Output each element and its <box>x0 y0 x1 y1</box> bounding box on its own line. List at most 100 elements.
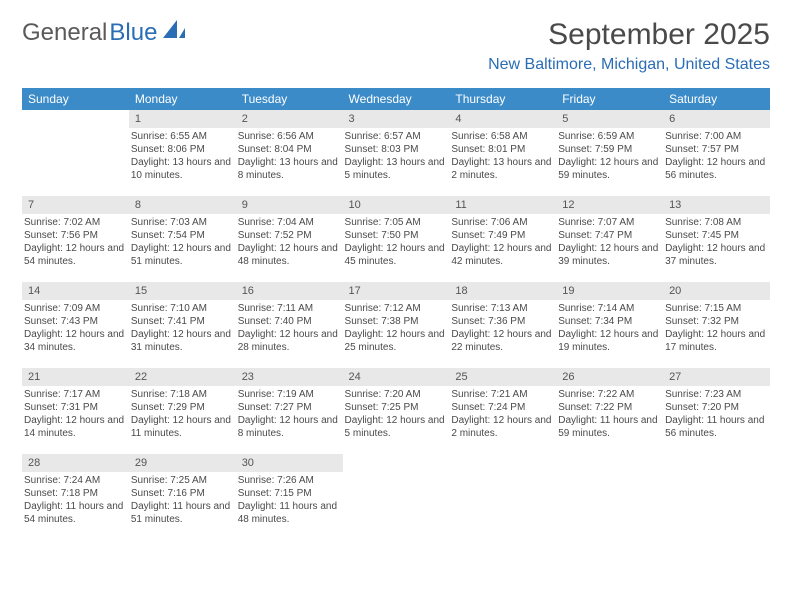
sunrise-line: Sunrise: 7:22 AM <box>558 388 659 401</box>
day-number: 29 <box>129 454 236 472</box>
sunrise-line: Sunrise: 7:17 AM <box>24 388 125 401</box>
sunset-line: Sunset: 7:32 PM <box>665 315 766 328</box>
calendar-day-cell: 30Sunrise: 7:26 AMSunset: 7:15 PMDayligh… <box>236 454 343 540</box>
sunset-line: Sunset: 8:04 PM <box>238 143 339 156</box>
sunset-line: Sunset: 7:20 PM <box>665 401 766 414</box>
calendar-week-row: 1Sunrise: 6:55 AMSunset: 8:06 PMDaylight… <box>22 110 770 196</box>
sunset-line: Sunset: 7:52 PM <box>238 229 339 242</box>
location-subtitle: New Baltimore, Michigan, United States <box>488 56 770 74</box>
day-body: Sunrise: 7:19 AMSunset: 7:27 PMDaylight:… <box>236 386 343 442</box>
day-number: 24 <box>343 368 450 386</box>
title-block: September 2025 New Baltimore, Michigan, … <box>488 18 770 74</box>
calendar-day-cell: 20Sunrise: 7:15 AMSunset: 7:32 PMDayligh… <box>663 282 770 368</box>
sunrise-line: Sunrise: 7:10 AM <box>131 302 232 315</box>
day-number: 12 <box>556 196 663 214</box>
sunset-line: Sunset: 7:34 PM <box>558 315 659 328</box>
sunset-line: Sunset: 7:36 PM <box>451 315 552 328</box>
logo: GeneralBlue <box>22 18 187 47</box>
day-body: Sunrise: 6:56 AMSunset: 8:04 PMDaylight:… <box>236 128 343 184</box>
day-body: Sunrise: 7:06 AMSunset: 7:49 PMDaylight:… <box>449 214 556 270</box>
sunrise-line: Sunrise: 7:05 AM <box>345 216 446 229</box>
day-number: 22 <box>129 368 236 386</box>
sunrise-line: Sunrise: 7:09 AM <box>24 302 125 315</box>
day-number-empty <box>22 110 129 128</box>
sunset-line: Sunset: 7:49 PM <box>451 229 552 242</box>
daylight-line: Daylight: 13 hours and 10 minutes. <box>131 156 232 182</box>
day-body: Sunrise: 7:25 AMSunset: 7:16 PMDaylight:… <box>129 472 236 528</box>
sunset-line: Sunset: 7:18 PM <box>24 487 125 500</box>
sunrise-line: Sunrise: 7:20 AM <box>345 388 446 401</box>
day-number: 19 <box>556 282 663 300</box>
calendar-day-cell: 14Sunrise: 7:09 AMSunset: 7:43 PMDayligh… <box>22 282 129 368</box>
sunset-line: Sunset: 7:54 PM <box>131 229 232 242</box>
day-body: Sunrise: 7:07 AMSunset: 7:47 PMDaylight:… <box>556 214 663 270</box>
sunset-line: Sunset: 7:56 PM <box>24 229 125 242</box>
sunset-line: Sunset: 7:45 PM <box>665 229 766 242</box>
day-body: Sunrise: 7:14 AMSunset: 7:34 PMDaylight:… <box>556 300 663 356</box>
day-number-empty <box>663 454 770 472</box>
day-number: 1 <box>129 110 236 128</box>
daylight-line: Daylight: 12 hours and 54 minutes. <box>24 242 125 268</box>
calendar-day-cell: 23Sunrise: 7:19 AMSunset: 7:27 PMDayligh… <box>236 368 343 454</box>
day-number-empty <box>343 454 450 472</box>
sunset-line: Sunset: 7:25 PM <box>345 401 446 414</box>
calendar-day-cell: 13Sunrise: 7:08 AMSunset: 7:45 PMDayligh… <box>663 196 770 282</box>
sunrise-line: Sunrise: 6:58 AM <box>451 130 552 143</box>
sunset-line: Sunset: 7:38 PM <box>345 315 446 328</box>
sunset-line: Sunset: 7:24 PM <box>451 401 552 414</box>
logo-text-blue: Blue <box>109 19 157 47</box>
sunrise-line: Sunrise: 7:07 AM <box>558 216 659 229</box>
daylight-line: Daylight: 12 hours and 48 minutes. <box>238 242 339 268</box>
day-body: Sunrise: 7:13 AMSunset: 7:36 PMDaylight:… <box>449 300 556 356</box>
day-number: 21 <box>22 368 129 386</box>
day-body: Sunrise: 7:20 AMSunset: 7:25 PMDaylight:… <box>343 386 450 442</box>
calendar-day-cell: 25Sunrise: 7:21 AMSunset: 7:24 PMDayligh… <box>449 368 556 454</box>
sunset-line: Sunset: 7:16 PM <box>131 487 232 500</box>
calendar-body: 1Sunrise: 6:55 AMSunset: 8:06 PMDaylight… <box>22 110 770 540</box>
calendar-week-row: 7Sunrise: 7:02 AMSunset: 7:56 PMDaylight… <box>22 196 770 282</box>
day-number: 20 <box>663 282 770 300</box>
day-number: 13 <box>663 196 770 214</box>
daylight-line: Daylight: 12 hours and 42 minutes. <box>451 242 552 268</box>
calendar-day-cell: 7Sunrise: 7:02 AMSunset: 7:56 PMDaylight… <box>22 196 129 282</box>
daylight-line: Daylight: 12 hours and 14 minutes. <box>24 414 125 440</box>
calendar-day-cell: 1Sunrise: 6:55 AMSunset: 8:06 PMDaylight… <box>129 110 236 196</box>
calendar-day-cell <box>449 454 556 540</box>
calendar-week-row: 28Sunrise: 7:24 AMSunset: 7:18 PMDayligh… <box>22 454 770 540</box>
day-body: Sunrise: 7:10 AMSunset: 7:41 PMDaylight:… <box>129 300 236 356</box>
sunrise-line: Sunrise: 7:00 AM <box>665 130 766 143</box>
calendar-day-cell: 3Sunrise: 6:57 AMSunset: 8:03 PMDaylight… <box>343 110 450 196</box>
sunrise-line: Sunrise: 7:23 AM <box>665 388 766 401</box>
calendar-day-cell: 28Sunrise: 7:24 AMSunset: 7:18 PMDayligh… <box>22 454 129 540</box>
daylight-line: Daylight: 12 hours and 17 minutes. <box>665 328 766 354</box>
sunrise-line: Sunrise: 7:04 AM <box>238 216 339 229</box>
calendar-day-cell: 4Sunrise: 6:58 AMSunset: 8:01 PMDaylight… <box>449 110 556 196</box>
calendar-week-row: 14Sunrise: 7:09 AMSunset: 7:43 PMDayligh… <box>22 282 770 368</box>
weekday-header: Wednesday <box>343 88 450 110</box>
calendar-day-cell: 29Sunrise: 7:25 AMSunset: 7:16 PMDayligh… <box>129 454 236 540</box>
calendar-day-cell: 26Sunrise: 7:22 AMSunset: 7:22 PMDayligh… <box>556 368 663 454</box>
sunset-line: Sunset: 7:47 PM <box>558 229 659 242</box>
daylight-line: Daylight: 12 hours and 31 minutes. <box>131 328 232 354</box>
day-number: 17 <box>343 282 450 300</box>
calendar-day-cell: 6Sunrise: 7:00 AMSunset: 7:57 PMDaylight… <box>663 110 770 196</box>
day-body: Sunrise: 7:12 AMSunset: 7:38 PMDaylight:… <box>343 300 450 356</box>
sunrise-line: Sunrise: 6:57 AM <box>345 130 446 143</box>
day-number: 5 <box>556 110 663 128</box>
calendar-day-cell: 9Sunrise: 7:04 AMSunset: 7:52 PMDaylight… <box>236 196 343 282</box>
daylight-line: Daylight: 11 hours and 54 minutes. <box>24 500 125 526</box>
calendar-day-cell: 18Sunrise: 7:13 AMSunset: 7:36 PMDayligh… <box>449 282 556 368</box>
sunrise-line: Sunrise: 6:59 AM <box>558 130 659 143</box>
calendar-day-cell: 17Sunrise: 7:12 AMSunset: 7:38 PMDayligh… <box>343 282 450 368</box>
sunrise-line: Sunrise: 7:18 AM <box>131 388 232 401</box>
sunrise-line: Sunrise: 7:03 AM <box>131 216 232 229</box>
sunrise-line: Sunrise: 7:06 AM <box>451 216 552 229</box>
day-number: 4 <box>449 110 556 128</box>
daylight-line: Daylight: 12 hours and 39 minutes. <box>558 242 659 268</box>
month-title: September 2025 <box>488 18 770 52</box>
calendar-day-cell <box>556 454 663 540</box>
sunrise-line: Sunrise: 7:24 AM <box>24 474 125 487</box>
calendar-day-cell: 24Sunrise: 7:20 AMSunset: 7:25 PMDayligh… <box>343 368 450 454</box>
sunset-line: Sunset: 8:01 PM <box>451 143 552 156</box>
daylight-line: Daylight: 12 hours and 2 minutes. <box>451 414 552 440</box>
